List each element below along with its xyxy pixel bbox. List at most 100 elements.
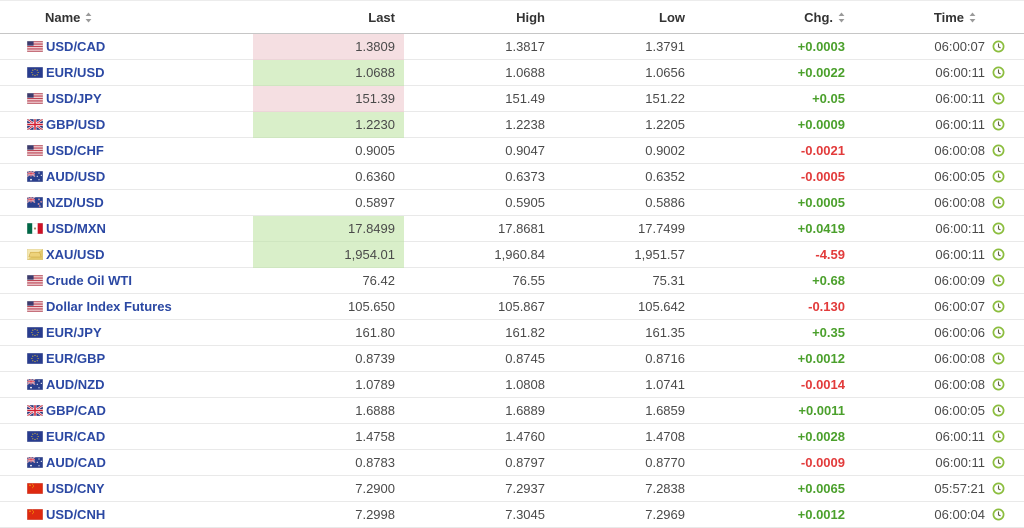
instrument-link[interactable]: AUD/NZD xyxy=(46,377,105,392)
instrument-link[interactable]: GBP/USD xyxy=(46,117,106,132)
au-flag-icon xyxy=(26,456,44,469)
instrument-link[interactable]: USD/CNY xyxy=(46,481,105,496)
name-cell: AUD/NZD xyxy=(0,371,253,398)
low-cell: 161.35 xyxy=(553,319,693,346)
name-cell: Crude Oil WTI xyxy=(0,267,253,294)
high-cell: 1.4760 xyxy=(404,423,553,450)
eu-flag-icon xyxy=(26,430,44,443)
low-cell: 1.2205 xyxy=(553,111,693,138)
instrument-link[interactable]: NZD/USD xyxy=(46,195,104,210)
us-flag-icon xyxy=(26,144,44,157)
quote-row: USD/CNH 7.2998 7.3045 7.2969 +0.0012 06:00:04 xyxy=(0,501,1024,528)
eu-flag-icon xyxy=(26,326,44,339)
instrument-link[interactable]: AUD/USD xyxy=(46,169,106,184)
time-value: 05:57:21 xyxy=(934,480,985,496)
time-value: 06:00:11 xyxy=(935,64,985,80)
low-cell: 0.5886 xyxy=(553,189,693,216)
instrument-link[interactable]: EUR/USD xyxy=(46,65,105,80)
quote-row: USD/CHF 0.9005 0.9047 0.9002 -0.0021 06:00:08 xyxy=(0,137,1024,164)
low-cell: 1.0741 xyxy=(553,371,693,398)
quote-row: EUR/GBP 0.8739 0.8745 0.8716 +0.0012 06:00:08 xyxy=(0,345,1024,372)
low-cell: 1.4708 xyxy=(553,423,693,450)
time-value: 06:00:11 xyxy=(935,246,985,262)
name-cell: USD/CHF xyxy=(0,137,253,164)
table-header: Name Last High Low Chg. Time xyxy=(0,0,1024,34)
clock-icon xyxy=(992,456,1005,469)
instrument-link[interactable]: USD/JPY xyxy=(46,91,102,106)
sort-icon xyxy=(85,12,92,23)
high-cell: 1.3817 xyxy=(404,33,553,60)
high-cell: 151.49 xyxy=(404,85,553,112)
change-cell: +0.0028 xyxy=(693,423,853,450)
clock-icon xyxy=(992,274,1005,287)
name-cell: GBP/USD xyxy=(0,111,253,138)
time-value: 06:00:08 xyxy=(934,142,985,158)
column-header-name[interactable]: Name xyxy=(0,0,253,34)
time-cell: 06:00:07 xyxy=(853,293,1024,320)
time-cell: 06:00:11 xyxy=(853,59,1024,86)
time-value: 06:00:11 xyxy=(935,220,985,236)
quote-row: EUR/CAD 1.4758 1.4760 1.4708 +0.0028 06:00:11 xyxy=(0,423,1024,450)
time-cell: 06:00:08 xyxy=(853,345,1024,372)
column-header-label: Name xyxy=(45,9,81,25)
instrument-link[interactable]: AUD/CAD xyxy=(46,455,106,470)
low-cell: 151.22 xyxy=(553,85,693,112)
instrument-link[interactable]: EUR/JPY xyxy=(46,325,102,340)
instrument-link[interactable]: XAU/USD xyxy=(46,247,105,262)
instrument-link[interactable]: EUR/GBP xyxy=(46,351,106,366)
change-cell: +0.0022 xyxy=(693,59,853,86)
name-cell: EUR/USD xyxy=(0,59,253,86)
nz-flag-icon xyxy=(26,196,44,209)
name-cell: NZD/USD xyxy=(0,189,253,216)
time-value: 06:00:09 xyxy=(934,272,985,288)
low-cell: 1.3791 xyxy=(553,33,693,60)
last-cell: 1.0789 xyxy=(253,371,404,398)
low-cell: 0.8716 xyxy=(553,345,693,372)
instrument-link[interactable]: USD/CAD xyxy=(46,39,106,54)
high-cell: 17.8681 xyxy=(404,215,553,242)
clock-icon xyxy=(992,118,1005,131)
time-cell: 06:00:11 xyxy=(853,449,1024,476)
eu-flag-icon xyxy=(26,352,44,365)
change-cell: -0.130 xyxy=(693,293,853,320)
instrument-link[interactable]: EUR/CAD xyxy=(46,429,106,444)
low-cell: 1.6859 xyxy=(553,397,693,424)
time-cell: 06:00:08 xyxy=(853,137,1024,164)
instrument-link[interactable]: Dollar Index Futures xyxy=(46,299,172,314)
mx-flag-icon xyxy=(26,222,44,235)
quote-row: AUD/CAD 0.8783 0.8797 0.8770 -0.0009 06:00:11 xyxy=(0,449,1024,476)
last-cell: 7.2998 xyxy=(253,501,404,528)
time-cell: 06:00:07 xyxy=(853,33,1024,60)
time-value: 06:00:11 xyxy=(935,90,985,106)
clock-icon xyxy=(992,326,1005,339)
time-cell: 06:00:05 xyxy=(853,163,1024,190)
instrument-link[interactable]: Crude Oil WTI xyxy=(46,273,132,288)
column-header-time[interactable]: Time xyxy=(853,0,1024,34)
instrument-link[interactable]: USD/CHF xyxy=(46,143,104,158)
name-cell: USD/CNH xyxy=(0,501,253,528)
instrument-link[interactable]: USD/MXN xyxy=(46,221,106,236)
low-cell: 1.0656 xyxy=(553,59,693,86)
last-cell: 1.6888 xyxy=(253,397,404,424)
column-header-high: High xyxy=(404,0,553,34)
quote-row: GBP/CAD 1.6888 1.6889 1.6859 +0.0011 06:00:05 xyxy=(0,397,1024,424)
quote-row: EUR/JPY 161.80 161.82 161.35 +0.35 06:00:06 xyxy=(0,319,1024,346)
instrument-link[interactable]: GBP/CAD xyxy=(46,403,106,418)
column-header-chg[interactable]: Chg. xyxy=(693,0,853,34)
time-cell: 06:00:08 xyxy=(853,189,1024,216)
low-cell: 105.642 xyxy=(553,293,693,320)
gb-flag-icon xyxy=(26,404,44,417)
clock-icon xyxy=(992,248,1005,261)
change-cell: +0.0065 xyxy=(693,475,853,502)
change-cell: +0.0003 xyxy=(693,33,853,60)
high-cell: 7.3045 xyxy=(404,501,553,528)
clock-icon xyxy=(992,378,1005,391)
high-cell: 0.8745 xyxy=(404,345,553,372)
quote-row: AUD/USD 0.6360 0.6373 0.6352 -0.0005 06:00:05 xyxy=(0,163,1024,190)
clock-icon xyxy=(992,196,1005,209)
last-cell: 1,954.01 xyxy=(253,241,404,268)
time-cell: 06:00:06 xyxy=(853,319,1024,346)
time-cell: 06:00:05 xyxy=(853,397,1024,424)
instrument-link[interactable]: USD/CNH xyxy=(46,507,106,522)
